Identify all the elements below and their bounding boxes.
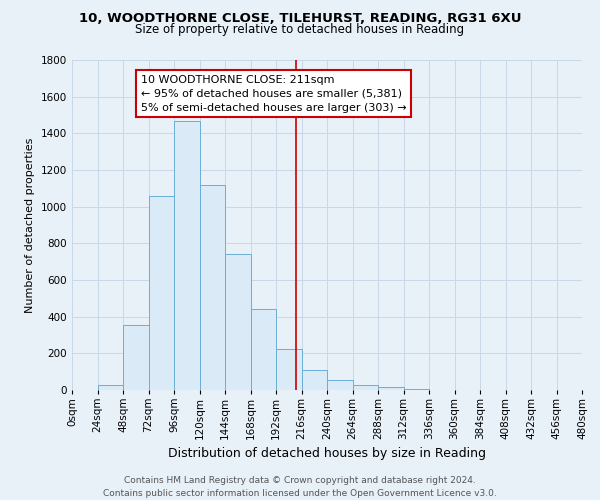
Bar bbox=[276, 349, 302, 390]
Bar bbox=[404, 389, 429, 390]
Bar bbox=[149, 196, 174, 390]
Bar bbox=[327, 380, 353, 390]
Text: Contains HM Land Registry data © Crown copyright and database right 2024.
Contai: Contains HM Land Registry data © Crown c… bbox=[103, 476, 497, 498]
Bar bbox=[353, 386, 378, 390]
Bar bbox=[97, 384, 123, 390]
Bar bbox=[251, 310, 276, 390]
Bar bbox=[174, 122, 199, 390]
Bar bbox=[123, 325, 149, 390]
Y-axis label: Number of detached properties: Number of detached properties bbox=[25, 138, 35, 312]
Text: 10 WOODTHORNE CLOSE: 211sqm
← 95% of detached houses are smaller (5,381)
5% of s: 10 WOODTHORNE CLOSE: 211sqm ← 95% of det… bbox=[141, 75, 406, 113]
Bar bbox=[302, 370, 327, 390]
Text: Size of property relative to detached houses in Reading: Size of property relative to detached ho… bbox=[136, 22, 464, 36]
Bar bbox=[378, 387, 404, 390]
Bar bbox=[225, 254, 251, 390]
Bar bbox=[199, 184, 225, 390]
Text: 10, WOODTHORNE CLOSE, TILEHURST, READING, RG31 6XU: 10, WOODTHORNE CLOSE, TILEHURST, READING… bbox=[79, 12, 521, 26]
X-axis label: Distribution of detached houses by size in Reading: Distribution of detached houses by size … bbox=[168, 448, 486, 460]
